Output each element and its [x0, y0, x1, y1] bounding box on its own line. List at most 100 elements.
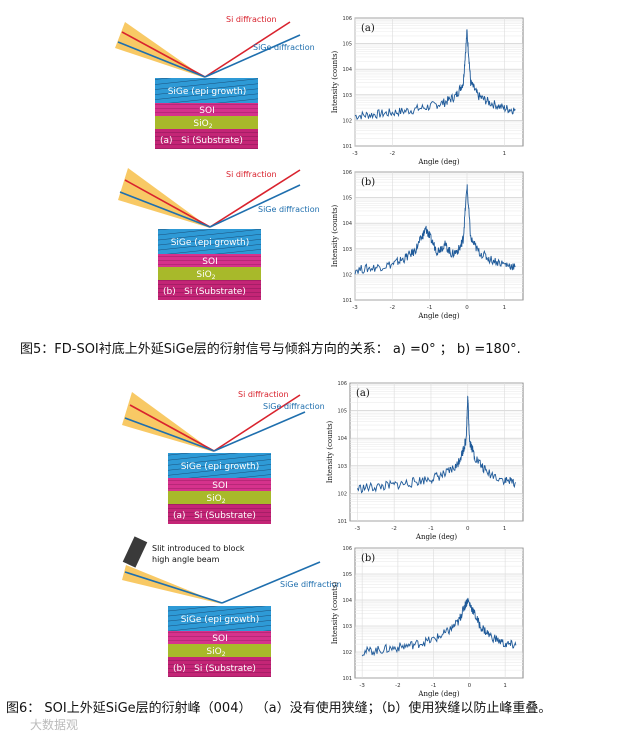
- x-tick-label: -2: [390, 305, 395, 311]
- y-tick-label: 106: [342, 16, 352, 22]
- y-tick-label: 101: [342, 676, 352, 682]
- panel-label: (b): [361, 177, 375, 188]
- layer-soi-label: SOI: [212, 634, 227, 644]
- layer-soi: [158, 254, 261, 267]
- y-axis-label: Intensity (counts): [331, 581, 339, 644]
- x-tick-label: -2: [395, 683, 400, 689]
- sige-diffraction-label: SiGe diffraction: [263, 402, 325, 411]
- panel-tag: (b): [173, 664, 186, 674]
- x-tick-label: 1: [503, 151, 507, 157]
- si-diffracted-ray: [213, 394, 301, 452]
- layer-soi: [168, 478, 271, 491]
- x-tick-label: -3: [359, 683, 365, 689]
- y-tick-label: 101: [337, 519, 347, 525]
- x-tick-label: 1: [503, 305, 507, 311]
- data-series-line: [361, 597, 517, 657]
- incident-blue-ray: [124, 571, 223, 604]
- y-tick-label: 106: [337, 381, 347, 387]
- y-tick-label: 102: [342, 118, 352, 124]
- sige-diffracted-ray: [221, 561, 321, 604]
- x-tick-label: -2: [391, 526, 396, 532]
- x-tick-label: 1: [503, 526, 507, 532]
- incident-red-ray: [124, 179, 211, 228]
- y-tick-label: 105: [337, 409, 347, 415]
- panel-tag: (a): [173, 511, 186, 521]
- y-tick-label: 104: [342, 598, 352, 604]
- sige-diffracted-ray: [204, 34, 301, 78]
- layer-si-label: Si (Substrate): [184, 287, 246, 297]
- layer-sio2-label: SiO2: [193, 119, 212, 130]
- data-series-line: [354, 184, 516, 275]
- y-tick-label: 103: [342, 93, 352, 99]
- y-tick-label: 102: [342, 650, 352, 656]
- incident-blue-ray: [119, 191, 211, 228]
- plot-frame: [349, 382, 524, 522]
- x-tick-label: -3: [352, 151, 358, 157]
- x-tick-label: -3: [355, 526, 361, 532]
- layer-sio2-label: SiO2: [196, 270, 215, 281]
- y-axis-label: Intensity (counts): [331, 50, 339, 113]
- x-axis-label: Angle (deg): [417, 690, 459, 698]
- plot-frame: [354, 547, 524, 679]
- sige-diffraction-label: SiGe diffraction: [258, 205, 320, 214]
- si-diffraction-label: Si diffraction: [226, 15, 277, 24]
- y-tick-label: 103: [342, 624, 352, 630]
- fig6-a-diagram: Si diffraction SiGe diffraction SiGe (ep…: [122, 390, 325, 524]
- x-tick-label: -2: [390, 151, 395, 157]
- layer-sige: [168, 453, 271, 478]
- y-tick-label: 102: [337, 491, 347, 497]
- layer-si-substrate: [158, 280, 261, 300]
- layer-sige: [158, 229, 261, 254]
- y-tick-label: 104: [337, 436, 347, 442]
- panel-label: (a): [361, 23, 375, 34]
- incident-beam-cone: [118, 168, 210, 228]
- y-tick-label: 105: [342, 196, 352, 202]
- x-tick-label: 0: [468, 683, 472, 689]
- fig6-caption: 图6： SOI上外延SiGe层的衍射峰（004） （a）没有使用狭缝；（b）使用…: [6, 701, 552, 716]
- layer-si-substrate: [155, 129, 258, 149]
- layer-sige: [168, 606, 271, 631]
- y-tick-label: 102: [342, 272, 352, 278]
- chart-fig5-b: -3 -2 -1 0 1 101 102 103 104 105 106 (b) Angle (deg)…: [331, 170, 524, 320]
- y-tick-label: 106: [342, 546, 352, 552]
- sige-diffraction-label: SiGe diffraction: [280, 580, 342, 589]
- y-tick-label: 103: [337, 464, 347, 470]
- x-tick-label: 1: [503, 683, 507, 689]
- layer-soi-label: SOI: [212, 481, 227, 491]
- incident-blue-ray: [117, 41, 206, 78]
- x-tick-label: 0: [465, 305, 469, 311]
- incident-red-ray: [129, 404, 215, 452]
- layer-soi: [155, 103, 258, 116]
- x-tick-label: 0: [466, 526, 470, 532]
- incident-red-ray: [121, 31, 206, 78]
- layer-sige-label: SiGe (epi growth): [181, 462, 260, 472]
- sige-diffracted-ray: [213, 411, 306, 452]
- y-tick-label: 103: [342, 247, 352, 253]
- x-tick-label: -3: [352, 305, 358, 311]
- layer-sio2: [158, 267, 261, 280]
- chart-fig6-b: -3 -2 -1 0 1 101 102 103 104 105 106 (b) Angle (deg)…: [331, 546, 524, 698]
- y-tick-label: 104: [342, 221, 352, 227]
- layer-sio2: [168, 644, 271, 657]
- x-tick-label: -1: [427, 305, 432, 311]
- fig5-b-diagram: Si diffraction SiGe diffraction SiGe (ep…: [118, 168, 320, 300]
- layer-soi: [168, 631, 271, 644]
- layer-sio2-label: SiO2: [206, 647, 225, 658]
- y-axis-label: Intensity (counts): [326, 420, 334, 483]
- y-tick-label: 101: [342, 298, 352, 304]
- layer-sige-label: SiGe (epi growth): [168, 87, 247, 97]
- si-diffracted-ray: [204, 21, 291, 78]
- x-axis-label: Angle (deg): [417, 312, 459, 320]
- layer-si-label: Si (Substrate): [194, 511, 256, 521]
- slit-label: Slit introduced to block: [152, 544, 245, 553]
- data-series-line: [354, 29, 516, 121]
- y-tick-label: 105: [342, 42, 352, 48]
- panel-label: (a): [356, 388, 370, 399]
- fig6-b-diagram: Slit introduced to block high angle beam…: [122, 536, 342, 677]
- layer-si-label: Si (Substrate): [181, 136, 243, 146]
- layer-soi-label: SOI: [199, 106, 214, 116]
- y-tick-label: 104: [342, 67, 352, 73]
- slit-label-line2: high angle beam: [152, 555, 220, 564]
- incident-beam-cone: [122, 392, 214, 452]
- layer-sige-label: SiGe (epi growth): [181, 615, 260, 625]
